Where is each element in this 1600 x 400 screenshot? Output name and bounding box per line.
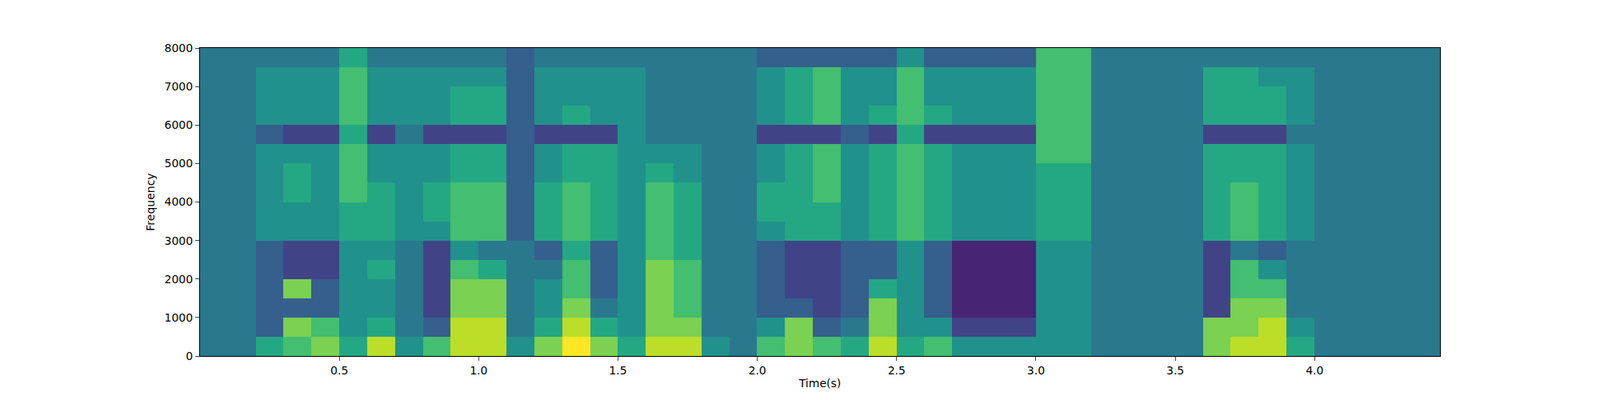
svg-text:Time(s): Time(s) <box>798 376 841 390</box>
svg-text:4000: 4000 <box>164 195 194 208</box>
svg-text:2000: 2000 <box>164 272 194 286</box>
svg-text:5000: 5000 <box>164 156 194 170</box>
svg-text:3000: 3000 <box>164 234 194 248</box>
svg-text:1.0: 1.0 <box>469 364 488 377</box>
svg-text:8000: 8000 <box>164 41 194 55</box>
svg-text:0.5: 0.5 <box>330 364 348 377</box>
svg-text:3.5: 3.5 <box>1166 364 1184 377</box>
svg-text:1000: 1000 <box>164 311 194 324</box>
svg-text:6000: 6000 <box>164 118 194 132</box>
svg-text:Frequency: Frequency <box>144 172 157 231</box>
svg-text:1.5: 1.5 <box>608 364 627 377</box>
svg-text:2.5: 2.5 <box>888 364 906 377</box>
svg-text:0: 0 <box>185 349 193 363</box>
svg-text:3.0: 3.0 <box>1027 364 1045 377</box>
svg-text:4.0: 4.0 <box>1305 364 1324 377</box>
svg-text:7000: 7000 <box>164 80 194 93</box>
svg-text:2.0: 2.0 <box>748 364 766 377</box>
